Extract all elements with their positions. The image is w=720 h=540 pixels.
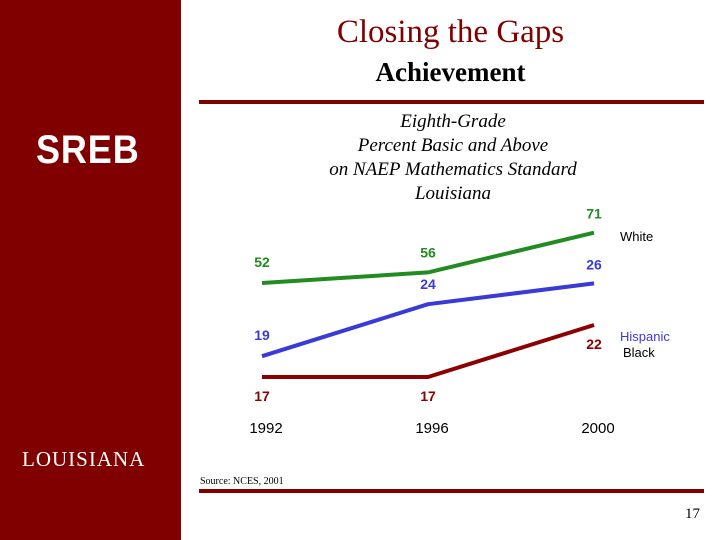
x-tick-label: 2000 (581, 420, 614, 437)
hispanic-data-label: 19 (254, 327, 270, 343)
chart-title-line-1: Eighth-Grade (400, 111, 506, 132)
white-data-label: 71 (586, 206, 602, 222)
hispanic-data-label: 26 (586, 256, 602, 272)
title-divider (199, 100, 704, 104)
state-label: LOUISIANA (22, 447, 146, 471)
black-series-line (262, 323, 595, 379)
hispanic-data-label: 24 (420, 276, 436, 292)
chart-title-line-2: Percent Basic and Above (357, 135, 549, 156)
white-data-label: 52 (254, 254, 270, 270)
hispanic-legend-label: Hispanic (620, 329, 670, 344)
hispanic-series-line (261, 281, 595, 359)
black-legend-label: Black (623, 345, 655, 360)
chart-title: Eighth-Grade Percent Basic and Above on … (270, 110, 636, 206)
black-data-label: 17 (254, 388, 270, 404)
white-data-label: 56 (420, 244, 436, 260)
page-number: 17 (685, 506, 700, 522)
white-series-line (261, 230, 595, 285)
slide-title: Closing the Gaps (336, 14, 565, 50)
slide-subtitle: Achievement (375, 57, 526, 87)
chart-title-line-3: on NAEP Mathematics Standard (329, 159, 577, 180)
black-data-label: 17 (420, 388, 436, 404)
white-legend-label: White (620, 229, 653, 244)
black-data-label: 22 (586, 336, 602, 352)
chart-title-line-4: Louisiana (414, 183, 492, 204)
source-note: Source: NCES, 2001 (200, 476, 284, 487)
x-tick-label: 1996 (415, 420, 448, 437)
footer-divider (199, 489, 704, 493)
sidebar-panel: SREB LOUISIANA (0, 0, 181, 540)
sreb-logo: SREB (36, 128, 140, 172)
x-tick-label: 1992 (249, 420, 282, 437)
